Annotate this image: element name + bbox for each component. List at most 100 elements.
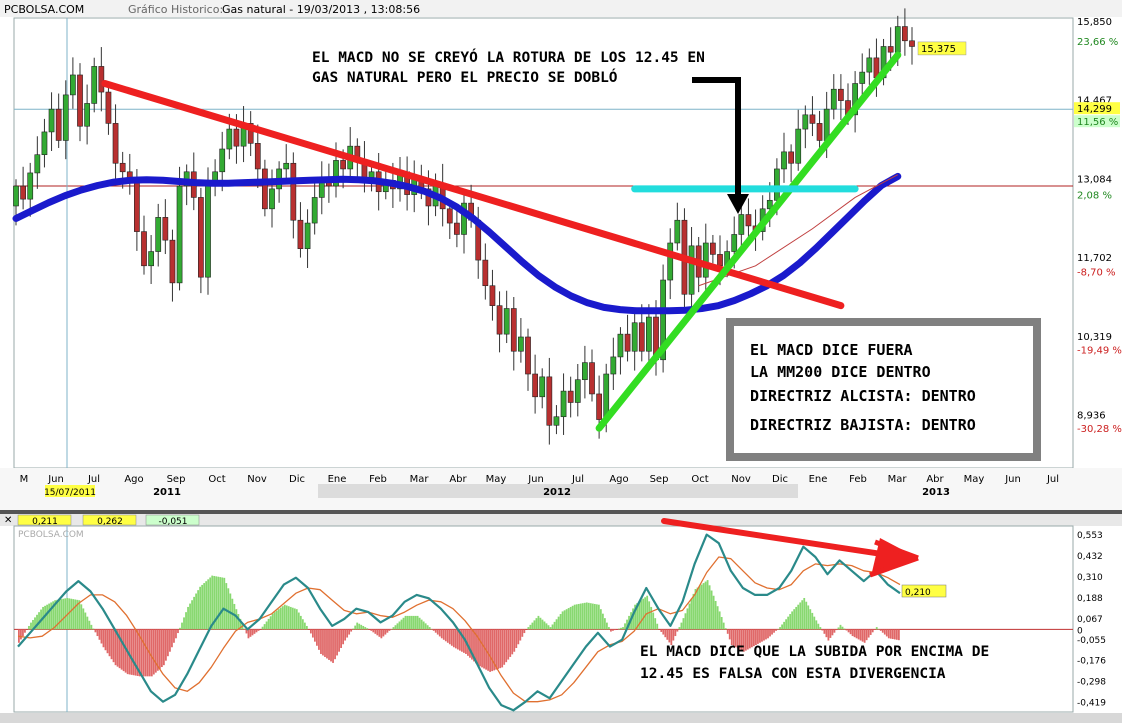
box-line-directriz-alcista: DIRECTRIZ ALCISTA: DENTRO xyxy=(750,387,976,405)
macd-histogram-bar xyxy=(648,601,651,630)
macd-histogram-bar xyxy=(78,600,81,630)
macd-histogram-bar xyxy=(763,629,765,641)
macd-histogram-bar xyxy=(865,629,868,641)
candle-body xyxy=(510,308,517,352)
macd-histogram-bar xyxy=(191,600,193,630)
candle-body xyxy=(788,151,794,164)
macd-histogram-bar xyxy=(108,629,111,657)
macd-histogram-bar xyxy=(120,629,123,670)
macd-histogram-bar xyxy=(809,609,812,630)
macd-histogram-bar xyxy=(326,629,328,659)
macd-histogram-bar xyxy=(807,605,810,630)
macd-histogram-bar xyxy=(76,599,79,630)
macd-histogram-bar xyxy=(348,629,351,635)
macd-histogram-bar xyxy=(56,599,59,630)
macd-histogram-bar xyxy=(831,629,834,636)
macd-histogram-bar xyxy=(769,629,771,637)
time-axis-month: Mar xyxy=(410,474,430,485)
macd-histogram-bar xyxy=(124,629,127,673)
macd-histogram-bar xyxy=(529,624,532,630)
candle-body xyxy=(525,336,531,375)
candle-body xyxy=(553,416,560,426)
macd-histogram-bar xyxy=(104,629,107,651)
macd-histogram-bar xyxy=(642,598,645,630)
candle-body xyxy=(454,222,460,235)
candle-body xyxy=(205,185,211,278)
macd-histogram-bar xyxy=(424,623,427,630)
macd-histogram-bar xyxy=(50,602,53,630)
macd-histogram-bar xyxy=(434,629,437,633)
box-line-mm200: LA MM200 DICE DENTRO xyxy=(750,363,931,381)
macd-histogram-bar xyxy=(736,629,739,649)
time-axis-month: Jun xyxy=(1004,474,1021,485)
macd-histogram-bar xyxy=(205,581,208,630)
macd-histogram-bar xyxy=(837,627,840,630)
macd-histogram-bar xyxy=(527,627,530,630)
candle-body xyxy=(624,333,631,352)
macd-histogram-bar xyxy=(891,629,894,640)
macd-histogram-bar xyxy=(587,602,590,630)
macd-histogram-bar xyxy=(412,615,415,630)
bottom-toolbar xyxy=(0,713,1122,723)
macd-histogram-bar xyxy=(606,622,608,630)
macd-histogram-bar xyxy=(475,629,477,664)
candle-body xyxy=(546,376,553,426)
macd-histogram-bar xyxy=(597,604,600,630)
macd-histogram-bar xyxy=(316,629,318,646)
macd-axis-tick: -0,419 xyxy=(1077,698,1106,708)
candle-body xyxy=(55,108,62,141)
annotation-arrow-head xyxy=(727,194,749,214)
macd-histogram-bar xyxy=(303,622,306,630)
time-axis-month: Sep xyxy=(650,474,669,485)
macd-histogram-bar xyxy=(622,627,624,630)
macd-histogram-bar xyxy=(495,629,498,670)
macd-histogram-bar xyxy=(789,614,792,630)
macd-signal-line xyxy=(17,556,901,703)
candle-body xyxy=(340,160,346,170)
macd-histogram-bar xyxy=(334,629,336,660)
price-axis-tick: 14,467 xyxy=(1077,96,1112,107)
macd-histogram-bar xyxy=(74,599,77,630)
candle-body xyxy=(887,46,894,53)
candle-body xyxy=(226,128,233,150)
time-axis-year: 2013 xyxy=(922,487,950,498)
macd-histogram-bar xyxy=(684,613,687,630)
macd-histogram-bar xyxy=(227,588,230,630)
macd-histogram-bar xyxy=(829,629,832,638)
macd-histogram-bar xyxy=(724,628,727,630)
macd-histogram-bar xyxy=(813,616,816,630)
macd-histogram-bar xyxy=(406,615,409,630)
macd-histogram-bar xyxy=(209,577,212,630)
macd-histogram-bar xyxy=(680,622,683,630)
candle-body xyxy=(646,316,652,352)
macd-histogram-bar xyxy=(565,609,568,630)
macd-histogram-bar xyxy=(251,629,254,636)
macd-histogram-bar xyxy=(722,622,725,630)
macd-histogram-bar xyxy=(128,629,131,675)
macd-histogram-bar xyxy=(517,629,520,645)
macd-histogram-bar xyxy=(547,625,550,630)
macd-histogram-bar xyxy=(714,600,717,630)
candle-body xyxy=(731,234,738,252)
macd-histogram-bar xyxy=(263,624,266,630)
macd-histogram-bar xyxy=(64,598,67,630)
macd-histogram-bar xyxy=(436,629,439,635)
candle-body xyxy=(169,239,176,284)
macd-histogram-bar xyxy=(394,625,397,630)
macd-histogram-bar xyxy=(712,595,715,630)
price-axis-percent: 23,66 % xyxy=(1077,37,1118,48)
time-axis-month: Jul xyxy=(1046,474,1059,485)
macd-histogram-bar xyxy=(140,629,143,677)
macd-histogram-bar xyxy=(847,629,850,633)
macd-histogram-bar xyxy=(428,627,431,630)
macd-histogram-bar xyxy=(171,629,173,648)
macd-histogram-bar xyxy=(670,629,673,646)
candle-body xyxy=(823,108,830,141)
macd-histogram-bar xyxy=(297,612,300,630)
macd-histogram-bar xyxy=(414,615,417,630)
macd-histogram-bar xyxy=(640,600,643,630)
macd-histogram-bar xyxy=(851,629,854,637)
header-instrument: Gas natural - 19/03/2013 , 13:08:56 xyxy=(222,3,420,16)
macd-legend-value: -0,051 xyxy=(158,517,187,527)
macd-histogram-bar xyxy=(450,629,453,646)
